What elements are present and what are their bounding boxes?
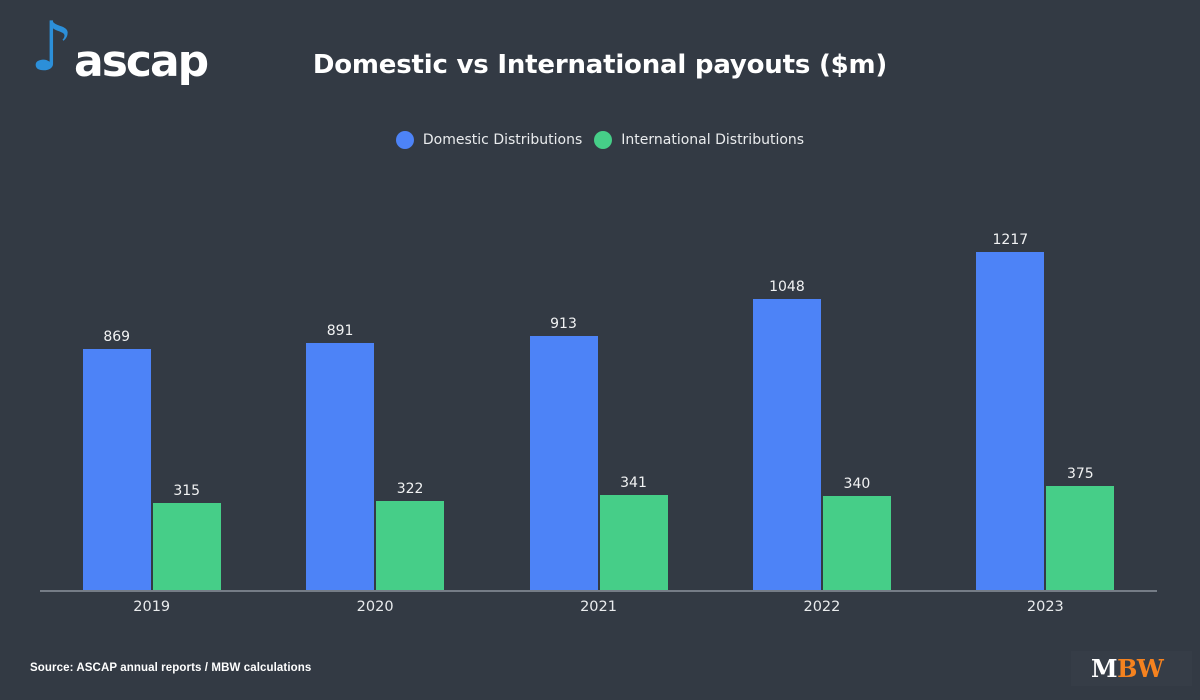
- bar-domestic-2021: [529, 336, 598, 590]
- bar-value-domestic-2019: 869: [103, 329, 131, 345]
- source-note: Source: ASCAP annual reports / MBW calcu…: [30, 662, 312, 674]
- ascap-logo-text: ascap: [74, 36, 209, 87]
- mbw-logo-bw: BW: [1117, 653, 1164, 683]
- bar-column-international-2020: 322: [376, 481, 445, 590]
- mbw-logo: M BW: [1071, 651, 1192, 686]
- bar-value-domestic-2020: 891: [326, 323, 354, 339]
- x-axis-label-2022: 2022: [803, 599, 841, 615]
- bar-domestic-2020: [306, 343, 375, 590]
- bar-column-international-2019: 315: [152, 483, 221, 590]
- ascap-logo: ♪ ascap: [30, 12, 220, 90]
- music-note-icon: ♪: [30, 8, 74, 87]
- bar-value-international-2019: 315: [173, 483, 201, 499]
- x-axis-labels: 2019 2020 2021 2022 2023: [40, 599, 1157, 615]
- x-axis-label-2023: 2023: [1026, 599, 1064, 615]
- bar-international-2020: [376, 501, 445, 590]
- legend-label: Domestic Distributions: [422, 132, 583, 148]
- plot-area: 869 315 891 322 913 341 1048 340 1217 375: [40, 205, 1157, 592]
- legend: Domestic Distributions International Dist…: [0, 131, 1200, 149]
- bar-value-international-2020: 322: [396, 481, 424, 497]
- x-axis-label-2019: 2019: [133, 599, 171, 615]
- bar-group-2019: 869 315: [40, 205, 263, 590]
- x-axis-label-2020: 2020: [356, 599, 394, 615]
- mbw-logo-m: M: [1091, 653, 1118, 683]
- bar-value-international-2022: 340: [843, 476, 871, 492]
- bar-group-2022: 1048 340: [710, 205, 933, 590]
- bar-column-international-2022: 340: [822, 476, 891, 590]
- bar-international-2021: [599, 495, 668, 590]
- legend-item-0: Domestic Distributions: [395, 131, 583, 149]
- legend-dot-icon: [395, 131, 414, 149]
- bar-group-2021: 913 341: [487, 205, 710, 590]
- legend-item-1: International Distributions: [594, 131, 804, 149]
- bar-international-2019: [152, 503, 221, 590]
- bar-column-domestic-2022: 1048: [752, 279, 821, 590]
- bar-value-international-2023: 375: [1066, 466, 1094, 482]
- bar-domestic-2023: [976, 252, 1045, 590]
- bar-value-international-2021: 341: [620, 475, 647, 491]
- bar-domestic-2022: [752, 299, 821, 590]
- legend-dot-icon: [594, 131, 613, 149]
- x-axis-label-2021: 2021: [580, 599, 617, 615]
- bar-international-2023: [1046, 486, 1115, 590]
- bar-column-domestic-2019: 869: [82, 329, 151, 590]
- chart-title: Domestic vs International payouts ($m): [312, 50, 888, 80]
- bar-group-2020: 891 322: [263, 205, 486, 590]
- bar-column-domestic-2023: 1217: [976, 232, 1045, 590]
- bar-column-international-2023: 375: [1046, 466, 1115, 590]
- bar-column-domestic-2021: 913: [529, 316, 598, 590]
- bar-value-domestic-2023: 1217: [992, 232, 1029, 248]
- bar-column-international-2021: 341: [599, 475, 668, 590]
- bar-domestic-2019: [82, 349, 151, 590]
- bar-international-2022: [822, 496, 891, 590]
- bar-value-domestic-2021: 913: [550, 316, 577, 332]
- bar-group-2023: 1217 375: [934, 205, 1157, 590]
- legend-label: International Distributions: [621, 132, 805, 148]
- bar-value-domestic-2022: 1048: [769, 279, 805, 295]
- bar-column-domestic-2020: 891: [306, 323, 375, 590]
